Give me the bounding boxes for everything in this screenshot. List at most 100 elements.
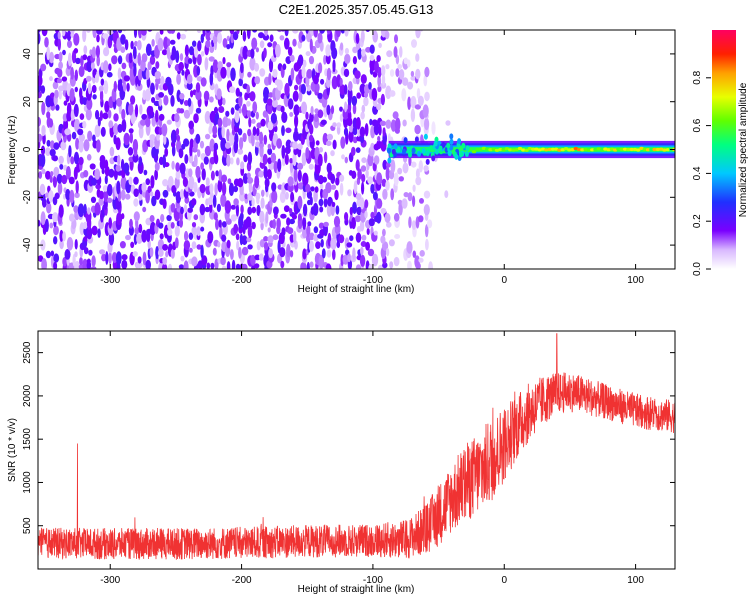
spectrogram-cell xyxy=(361,157,367,164)
spectrogram-cell xyxy=(220,256,226,266)
spectrogram-cell xyxy=(149,106,154,116)
spectrogram-cell xyxy=(267,168,272,180)
spectrogram-cell xyxy=(178,264,184,269)
spectrogram-cell xyxy=(133,188,139,197)
spectrogram-cell xyxy=(158,113,165,121)
spectrogram-cell xyxy=(230,157,234,165)
spectrogram-cell xyxy=(402,162,409,174)
spectrogram-cell xyxy=(254,175,260,189)
spectrogram-cell xyxy=(191,198,197,206)
spectrogram-cell xyxy=(376,103,382,111)
spectrogram-cells xyxy=(38,30,451,269)
spectrogram-cell xyxy=(59,239,64,250)
spectrogram-cell xyxy=(189,247,193,253)
spectrogram-cell xyxy=(221,125,225,138)
spectrogram-cell xyxy=(370,211,375,219)
spectrogram-cell xyxy=(357,168,362,180)
spectrogram-cell xyxy=(200,77,207,87)
spectrogram-cell xyxy=(252,101,258,114)
spectrogram-cell xyxy=(284,30,289,37)
spectrogram-cell xyxy=(286,217,291,226)
spectrogram-cell xyxy=(108,63,112,71)
spectrogram-signal-core xyxy=(494,148,500,152)
spectrogram-cell xyxy=(381,65,386,77)
spectrogram-cell xyxy=(217,125,223,139)
spectrogram-cell xyxy=(309,240,314,252)
spectrogram-cell xyxy=(191,256,198,267)
spectrogram-cell xyxy=(125,234,131,241)
spectrogram-cell xyxy=(149,215,155,223)
spectrogram-cell xyxy=(138,223,143,234)
spectrogram-cell xyxy=(205,30,211,33)
spectrogram-cell xyxy=(197,54,202,66)
spectrogram-cell xyxy=(210,262,215,269)
snr-series-line xyxy=(38,333,675,560)
spectrogram-cell xyxy=(230,67,236,82)
spectrogram-cell xyxy=(281,227,286,237)
spectrogram-cell xyxy=(333,215,341,228)
spectrogram-cell xyxy=(183,240,191,251)
spectrogram-cell xyxy=(369,118,373,126)
spectrogram-cell xyxy=(45,147,51,157)
spectrogram-cell xyxy=(410,95,417,109)
spectrogram-cell xyxy=(344,212,349,222)
spectrogram-cell xyxy=(410,70,415,77)
spectrogram-signal-core xyxy=(655,147,661,152)
spectrogram-cell xyxy=(417,95,424,107)
spectrogram-cell xyxy=(151,195,157,207)
spectrogram-cell xyxy=(195,133,201,144)
spectrogram-cell xyxy=(155,246,160,260)
spectrogram-cell xyxy=(46,139,51,147)
spectrogram-cell xyxy=(371,253,379,267)
spectrogram-cell xyxy=(395,68,400,78)
spectrogram-cell xyxy=(332,59,336,73)
spectrogram-signal-core xyxy=(514,148,519,152)
spectrogram-cell xyxy=(251,133,255,147)
spectrogram-cell xyxy=(46,111,51,119)
colorbar-tick-label: 0.2 xyxy=(692,214,703,228)
spectrogram-cell xyxy=(132,251,138,257)
spectrogram-cell xyxy=(108,217,112,229)
spectrogram-cell xyxy=(166,46,171,60)
spectrogram-cell xyxy=(102,185,108,192)
spectrogram-cell xyxy=(344,30,349,37)
spectrogram-cell xyxy=(82,221,88,230)
spectrogram-cell xyxy=(347,253,351,263)
spectrogram-cell xyxy=(38,171,43,179)
spectrogram-cell xyxy=(103,188,109,203)
spectrogram-cell xyxy=(258,170,264,178)
spectrogram-cell xyxy=(58,89,62,100)
spectrogram-signal-core xyxy=(616,147,621,151)
x-tick-label: 100 xyxy=(627,275,644,286)
colorbar-tick-label: 0.4 xyxy=(692,166,703,180)
spectrogram-cell xyxy=(199,203,206,216)
spectrogram-cell xyxy=(235,87,240,97)
spectrogram-cell xyxy=(133,176,139,185)
spectrogram-cell xyxy=(259,40,265,49)
spectrogram-signal-spread xyxy=(434,148,439,155)
spectrogram-signal-spread xyxy=(461,142,466,149)
spectrogram-cell xyxy=(297,54,304,67)
spectrogram-cell xyxy=(361,181,365,195)
spectrogram-cell xyxy=(315,241,321,250)
spectrogram-cell xyxy=(423,75,428,87)
spectrogram-cell xyxy=(98,85,104,92)
spectrogram-cell xyxy=(123,132,130,146)
spectrogram-cell xyxy=(308,55,315,65)
spectrogram-cell xyxy=(73,48,79,54)
spectrogram-cell xyxy=(136,261,143,269)
spectrogram-cell xyxy=(83,45,88,55)
spectrogram-cell xyxy=(264,30,268,37)
spectrogram-cell xyxy=(226,62,232,68)
spectrogram-cell xyxy=(415,68,421,80)
snr-y-label: SNR (10 * v/v) xyxy=(7,418,18,482)
spectrogram-signal-spread xyxy=(449,144,454,151)
spectrogram-cell xyxy=(100,78,105,86)
spectrogram-cell xyxy=(53,236,58,245)
spectrogram-cell xyxy=(339,182,344,196)
spectrogram-cell xyxy=(326,140,332,147)
spectrogram-cell xyxy=(347,189,352,197)
spectrogram-cell xyxy=(270,152,277,163)
colorbar-tick-label: 0.8 xyxy=(692,70,703,84)
spectrogram-cell xyxy=(320,238,324,248)
